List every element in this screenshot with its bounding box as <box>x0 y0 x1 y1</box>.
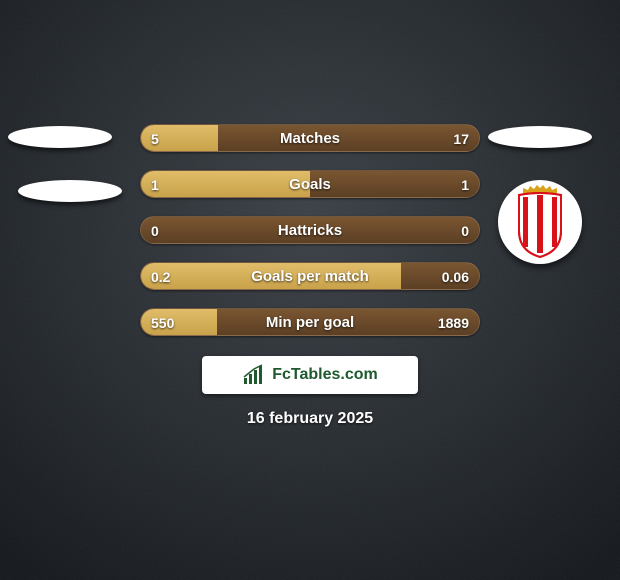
chart-icon <box>242 364 268 386</box>
stat-row: 0.2Goals per match0.06 <box>140 262 480 290</box>
stats-container: 5Matches17 1Goals1 0Hattricks0 0.2Goals per… <box>140 124 480 354</box>
stat-value-right: 17 <box>453 125 469 151</box>
stat-value-right: 0 <box>461 217 469 243</box>
stat-row: 0Hattricks0 <box>140 216 480 244</box>
stat-value-right: 1889 <box>438 309 469 335</box>
infographic-date: 16 february 2025 <box>0 410 620 428</box>
footer-text: FcTables.com <box>272 366 378 384</box>
player-left-badge-2 <box>18 180 122 202</box>
player-left-badge-1 <box>8 126 112 148</box>
stat-value-right: 1 <box>461 171 469 197</box>
stat-value-right: 0.06 <box>442 263 469 289</box>
player-right-badge-1 <box>488 126 592 148</box>
stat-row: 5Matches17 <box>140 124 480 152</box>
club-logo-right <box>498 180 582 264</box>
footer-attribution: FcTables.com <box>202 356 418 394</box>
stat-label: Min per goal <box>141 309 479 335</box>
stat-label: Goals <box>141 171 479 197</box>
stat-row: 550Min per goal1889 <box>140 308 480 336</box>
stat-label: Matches <box>141 125 479 151</box>
stat-label: Goals per match <box>141 263 479 289</box>
club-crest-icon <box>505 185 575 259</box>
stat-label: Hattricks <box>141 217 479 243</box>
stat-row: 1Goals1 <box>140 170 480 198</box>
